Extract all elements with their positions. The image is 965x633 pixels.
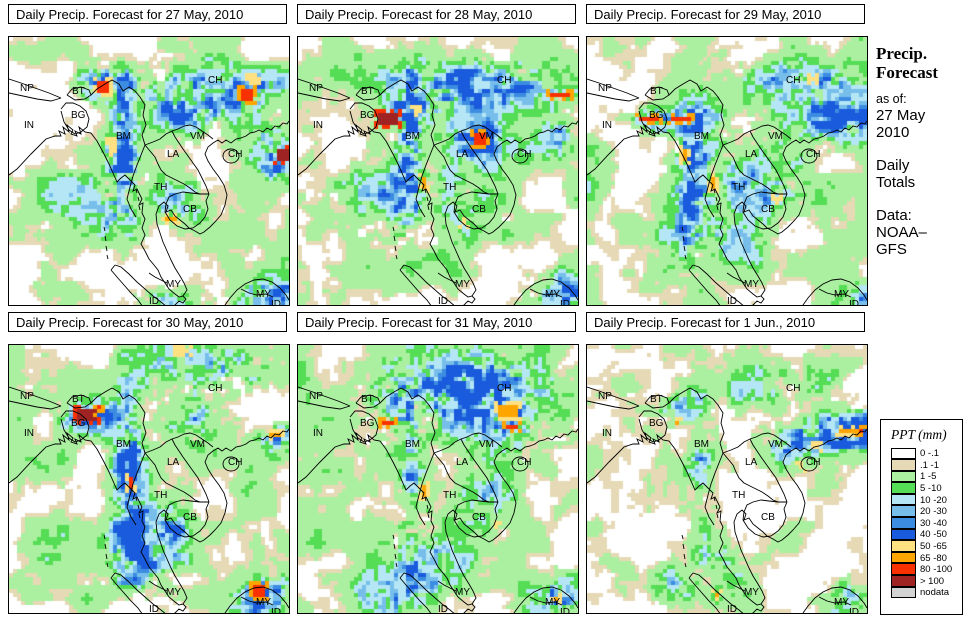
legend-swatch	[891, 551, 916, 564]
legend-swatch	[891, 505, 916, 518]
panel-title-4: Daily Precip. Forecast for 30 May, 2010	[8, 312, 287, 332]
legend-swatch	[891, 459, 916, 471]
as-of-label: as of:	[876, 92, 907, 106]
legend-row: 1 -5	[891, 470, 962, 483]
legend-row: 5 -10	[891, 482, 962, 495]
precip-raster	[9, 345, 289, 613]
legend-row: 80 -100	[891, 563, 962, 576]
legend-label: 1 -5	[920, 471, 937, 483]
legend-label: 40 -50	[920, 529, 947, 541]
forecast-map-3: NP BT CH IN BG BM VM LA CH TH CB MY ID MY ID	[586, 36, 868, 306]
legend-row: 30 -40	[891, 517, 962, 530]
totals-line1: Daily	[876, 157, 910, 174]
legend-label: 30 -40	[920, 517, 947, 529]
legend-row: .1 -1	[891, 459, 962, 472]
legend-label: 10 -20	[920, 494, 947, 506]
legend-label: nodata	[920, 587, 950, 599]
as-of-date-line2: 2010	[876, 124, 910, 141]
panel-title-1: Daily Precip. Forecast for 27 May, 2010	[8, 4, 287, 24]
legend-label: > 100	[920, 575, 945, 587]
precip-raster	[9, 37, 289, 305]
sidebar-title-line2: Forecast	[876, 63, 938, 82]
legend-label: 5 -10	[920, 483, 942, 495]
legend-entries: 0 -.1.1 -1 1 -5 5 -10 10 -20 20 -30 30 -40 40 …	[881, 447, 962, 599]
panel-title-2: Daily Precip. Forecast for 28 May, 2010	[297, 4, 576, 24]
as-of-date-line1: 27 May	[876, 107, 926, 124]
forecast-map-5: NP BT CH IN BG BM VM LA CH TH CB MY ID MY ID	[297, 344, 579, 614]
legend-row: 20 -30	[891, 505, 962, 518]
legend: PPT (mm) 0 -.1.1 -1 1 -5 5 -10 10 -20 20 -30…	[880, 419, 963, 615]
legend-swatch	[891, 493, 916, 506]
forecast-map-6: NP BT CH IN BG BM VM LA CH TH CB MY ID MY ID	[586, 344, 868, 614]
legend-row: 40 -50	[891, 528, 962, 541]
legend-swatch	[891, 575, 916, 587]
precip-raster	[298, 37, 578, 305]
legend-row: > 100	[891, 575, 962, 588]
legend-swatch	[891, 586, 916, 599]
legend-swatch	[891, 540, 916, 552]
sidebar-title-line1: Precip.	[876, 44, 928, 63]
legend-row: nodata	[891, 586, 962, 599]
panel-title-3: Daily Precip. Forecast for 29 May, 2010	[586, 4, 865, 24]
data-source-line1: NOAA–	[876, 224, 927, 241]
legend-swatch	[891, 447, 916, 460]
forecast-map-2: NP BT CH IN BG BM VM LA CH TH CB MY ID MY ID	[297, 36, 579, 306]
panel-title-6: Daily Precip. Forecast for 1 Jun., 2010	[586, 312, 865, 332]
precip-raster	[298, 345, 578, 613]
totals-line2: Totals	[876, 174, 916, 191]
legend-row: 0 -.1	[891, 447, 962, 460]
legend-title: PPT (mm)	[891, 427, 947, 442]
legend-label: 80 -100	[920, 564, 953, 576]
legend-row: 65 -80	[891, 551, 962, 564]
forecast-map-1: NP BT CH IN BG BM VM LA CH TH CB MY ID MY ID	[8, 36, 290, 306]
data-source-line2: GFS	[876, 241, 907, 258]
legend-swatch	[891, 563, 916, 576]
legend-swatch	[891, 517, 916, 529]
legend-label: 50 -65	[920, 541, 947, 553]
legend-swatch	[891, 528, 916, 541]
sidebar: Precip. Forecast as of: 27 May 2010 Dail…	[876, 44, 964, 258]
legend-row: 10 -20	[891, 493, 962, 506]
panel-title-5: Daily Precip. Forecast for 31 May, 2010	[297, 312, 576, 332]
legend-swatch	[891, 470, 916, 483]
legend-label: 65 -80	[920, 552, 947, 564]
precip-raster	[587, 37, 867, 305]
legend-swatch	[891, 482, 916, 494]
data-source-label: Data:	[876, 207, 912, 224]
legend-row: 50 -65	[891, 540, 962, 553]
legend-label: 20 -30	[920, 506, 947, 518]
legend-label: 0 -.1	[920, 448, 940, 460]
precip-raster	[587, 345, 867, 613]
legend-label: .1 -1	[920, 459, 940, 471]
forecast-map-4: NP BT CH IN BG BM VM LA CH TH CB MY ID MY ID	[8, 344, 290, 614]
